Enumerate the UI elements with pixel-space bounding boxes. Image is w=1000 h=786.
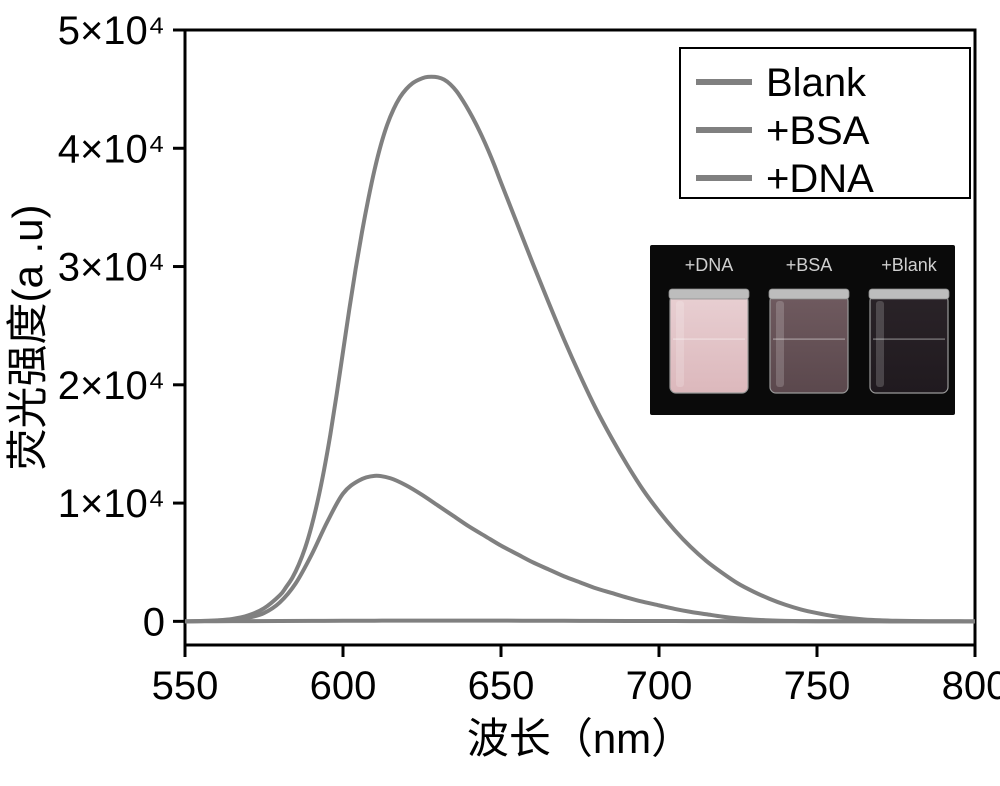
y-tick-label: 1×10⁴ [58,482,165,526]
y-axis-title: 荧光强度(a .u) [4,204,51,470]
x-tick-label: 700 [626,664,693,708]
fluorescence-spectrum-chart: 550 600 650 700 750 800 波长（nm） 0 1×10⁴ 2×10⁴ 3×10⁴… [0,0,1000,786]
y-tick-label: 0 [143,600,165,644]
inset-vial-label: +BSA [786,255,833,275]
y-tick-label: 4×10⁴ [58,127,165,171]
inset-vial-highlight [876,301,884,387]
legend-label-bsa: +BSA [766,109,870,153]
x-tick-label: 550 [152,664,219,708]
inset-vial-cap [669,289,749,299]
y-tick-label: 3×10⁴ [58,246,165,290]
inset-vial-highlight [776,301,784,387]
x-tick-label: 800 [942,664,1000,708]
y-tick-label: 5×10⁴ [58,9,165,53]
inset-vial-cap [769,289,849,299]
inset-vial-label: +DNA [685,255,734,275]
legend-label-dna: +DNA [766,157,874,201]
x-tick-label: 650 [468,664,535,708]
chart-svg: 550 600 650 700 750 800 波长（nm） 0 1×10⁴ 2×10⁴ 3×10⁴… [0,0,1000,786]
x-tick-label: 600 [310,664,377,708]
series-blank [185,621,975,622]
inset-photo: +DNA +BSA +Blank [650,245,955,415]
inset-vial-cap [869,289,949,299]
legend-label-blank: Blank [766,61,867,105]
inset-vial-label: +Blank [881,255,938,275]
x-tick-label: 750 [784,664,851,708]
inset-vial-highlight [676,301,684,387]
x-axis-title: 波长（nm） [467,715,693,762]
y-tick-label: 2×10⁴ [58,364,165,408]
